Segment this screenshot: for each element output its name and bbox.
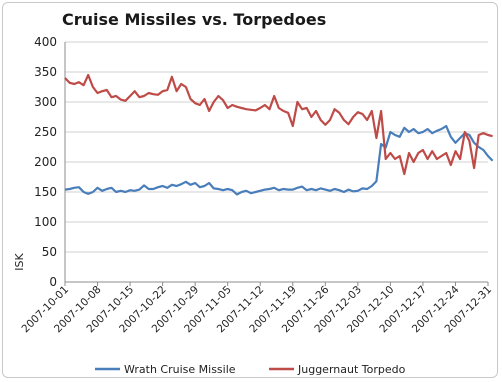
- y-axis-label: ISK: [13, 253, 26, 271]
- y-tick-label: 300: [34, 95, 57, 109]
- legend: Wrath Cruise Missile Juggernaut Torpedo: [95, 363, 406, 376]
- chart-title: Cruise Missiles vs. Torpedoes: [62, 10, 327, 29]
- legend-label-wrath: Wrath Cruise Missile: [124, 363, 236, 376]
- y-tick-label: 350: [34, 65, 57, 79]
- series-line-juggernaut: [64, 73, 493, 176]
- x-tick-labels: 2007-10-012007-10-082007-10-152007-10-22…: [19, 283, 494, 335]
- y-tick-label: 250: [34, 125, 57, 139]
- series-lines: [64, 73, 494, 196]
- y-tick-label: 200: [34, 155, 57, 169]
- series-line-wrath: [64, 124, 494, 196]
- y-tick-label: 0: [49, 275, 57, 289]
- y-tick-label: 50: [42, 245, 57, 259]
- chart-frame: [2, 2, 498, 378]
- y-tick-labels: 0 50 100 150 200 250 300 350 400: [34, 35, 57, 289]
- gridlines: [65, 41, 488, 253]
- y-tick-label: 100: [34, 215, 57, 229]
- y-tick-label: 150: [34, 185, 57, 199]
- y-tick-label: 400: [34, 35, 57, 49]
- axes: [64, 42, 489, 286]
- legend-label-juggernaut: Juggernaut Torpedo: [297, 363, 406, 376]
